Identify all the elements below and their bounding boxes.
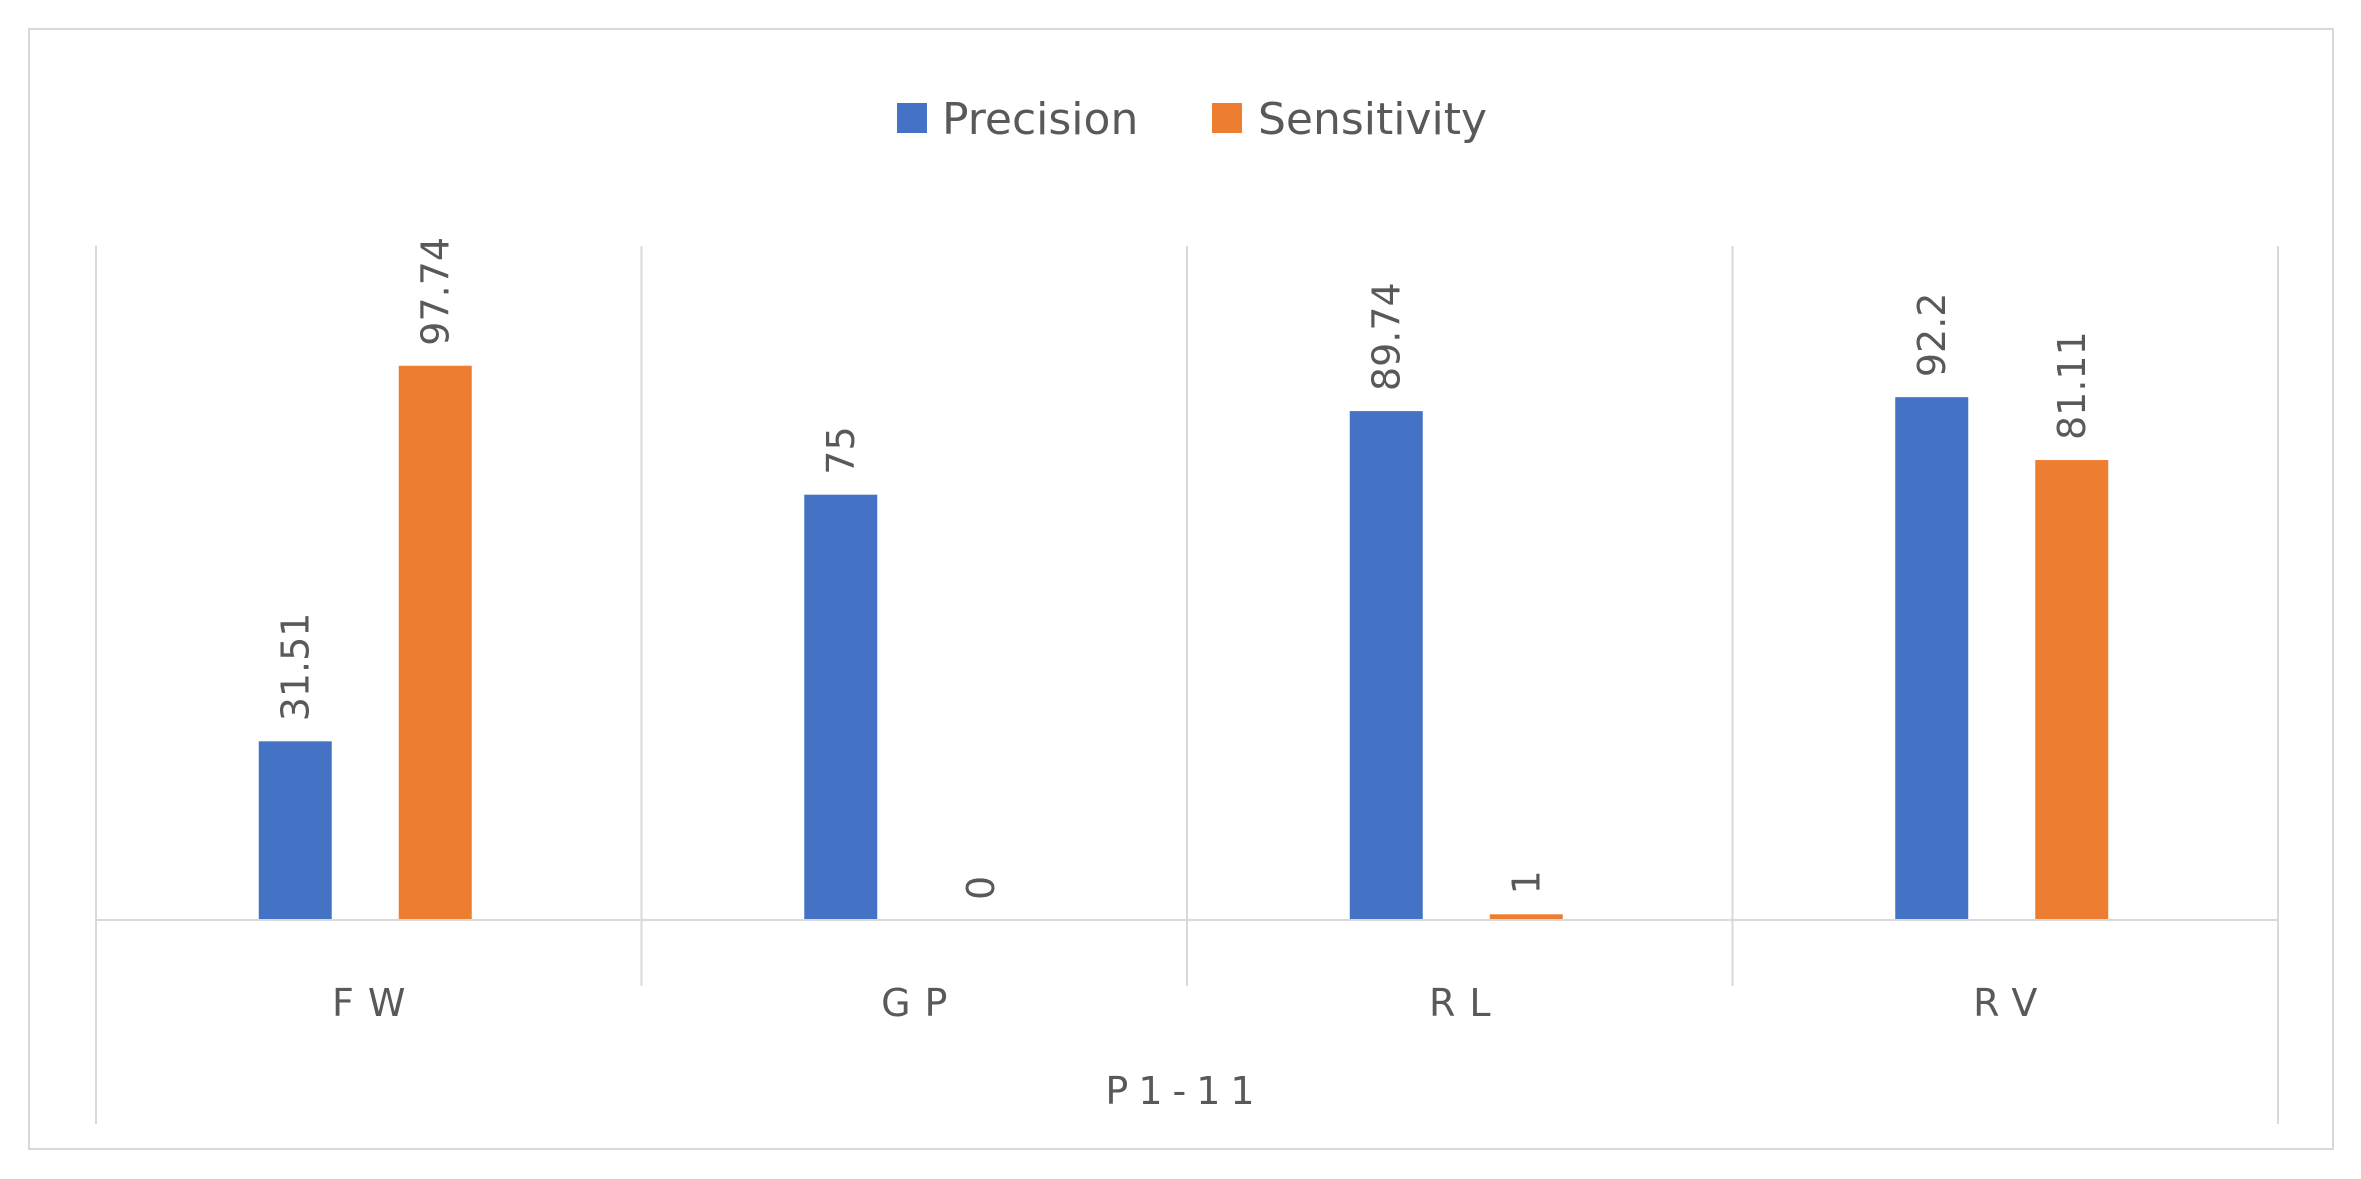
category-label-rl: RL <box>1429 981 1505 1025</box>
data-label-precision-rl: 89.74 <box>1364 282 1408 391</box>
bar-sensitivity-fw <box>398 365 472 920</box>
data-label-sensitivity-rv: 81.11 <box>2050 331 2094 440</box>
bars <box>258 365 2109 920</box>
bar-precision-rl <box>1349 411 1423 920</box>
bar-precision-fw <box>258 741 332 920</box>
category-separators <box>95 246 2279 1124</box>
category-label-fw: FW <box>332 981 419 1025</box>
legend: Precision Sensitivity <box>897 94 1487 145</box>
category-label-gp: GP <box>881 981 961 1025</box>
data-label-precision-fw: 31.51 <box>273 613 317 722</box>
bar-sensitivity-rl <box>1489 914 1563 920</box>
legend-swatch-precision <box>897 103 927 133</box>
data-label-precision-gp: 75 <box>819 426 863 474</box>
group-label: P1-11 <box>1105 1069 1264 1113</box>
data-label-sensitivity-fw: 97.74 <box>413 237 457 346</box>
data-label-sensitivity-gp: 0 <box>959 876 1003 900</box>
data-labels: 31.51 75 89.74 92.2 97.74 0 1 81.11 <box>273 237 2094 900</box>
data-label-sensitivity-rl: 1 <box>1504 870 1548 894</box>
bar-precision-rv <box>1895 397 1969 920</box>
legend-label-sensitivity: Sensitivity <box>1258 94 1487 145</box>
data-label-precision-rv: 92.2 <box>1910 293 1954 378</box>
legend-label-precision: Precision <box>942 94 1138 145</box>
bar-sensitivity-rv <box>2035 460 2109 920</box>
bar-precision-gp <box>804 494 878 920</box>
legend-swatch-sensitivity <box>1212 103 1242 133</box>
category-labels: FW GP RL RV <box>332 981 2051 1025</box>
category-label-rv: RV <box>1973 981 2051 1025</box>
